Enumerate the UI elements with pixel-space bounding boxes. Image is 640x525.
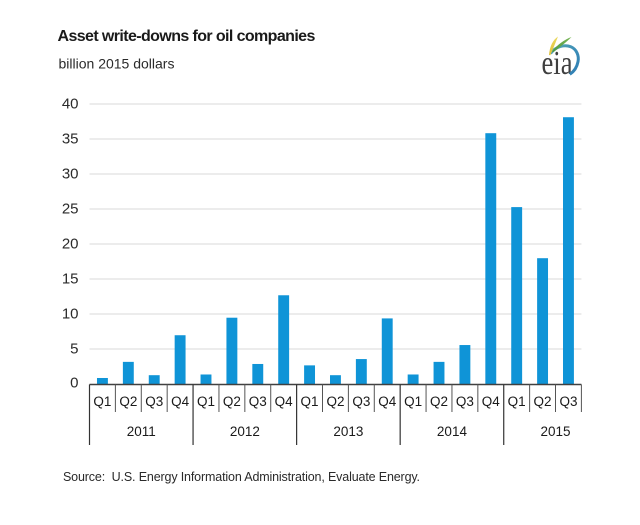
svg-text:2013: 2013 — [333, 424, 363, 439]
svg-text:Q1: Q1 — [93, 394, 111, 409]
svg-text:Q1: Q1 — [508, 394, 526, 409]
svg-text:eia: eia — [542, 45, 573, 82]
svg-text:Q4: Q4 — [275, 394, 294, 409]
svg-text:20: 20 — [62, 236, 79, 253]
svg-text:35: 35 — [62, 131, 79, 148]
svg-text:Q4: Q4 — [171, 394, 190, 409]
svg-text:40: 40 — [62, 96, 79, 113]
svg-text:Asset write-downs for oil comp: Asset write-downs for oil companies — [58, 28, 316, 45]
svg-text:2011: 2011 — [127, 424, 156, 439]
svg-text:Q4: Q4 — [482, 394, 501, 409]
svg-text:Q2: Q2 — [223, 394, 241, 409]
svg-text:25: 25 — [62, 201, 79, 218]
svg-text:Q3: Q3 — [145, 394, 163, 409]
svg-text:billion 2015 dollars: billion 2015 dollars — [59, 56, 175, 72]
svg-text:2012: 2012 — [230, 424, 260, 439]
svg-text:Q3: Q3 — [456, 394, 474, 409]
svg-text:Q3: Q3 — [559, 394, 577, 409]
svg-text:Q1: Q1 — [404, 394, 422, 409]
svg-text:0: 0 — [70, 375, 78, 392]
svg-text:30: 30 — [62, 166, 79, 183]
svg-text:2015: 2015 — [540, 424, 570, 439]
svg-text:Q2: Q2 — [326, 394, 344, 409]
svg-text:Q1: Q1 — [197, 394, 215, 409]
svg-text:Q3: Q3 — [352, 394, 370, 409]
svg-text:5: 5 — [70, 341, 78, 358]
svg-text:Source: U.S. Energy Informati: Source: U.S. Energy Information Administ… — [63, 470, 420, 484]
svg-text:Q2: Q2 — [119, 394, 137, 409]
svg-text:10: 10 — [62, 306, 79, 323]
svg-text:Q1: Q1 — [301, 394, 319, 409]
svg-text:Q3: Q3 — [249, 394, 267, 409]
svg-text:Q2: Q2 — [534, 394, 552, 409]
svg-text:Q4: Q4 — [378, 394, 397, 409]
svg-text:15: 15 — [62, 271, 79, 288]
svg-text:Q2: Q2 — [430, 394, 448, 409]
svg-text:2014: 2014 — [437, 424, 468, 439]
